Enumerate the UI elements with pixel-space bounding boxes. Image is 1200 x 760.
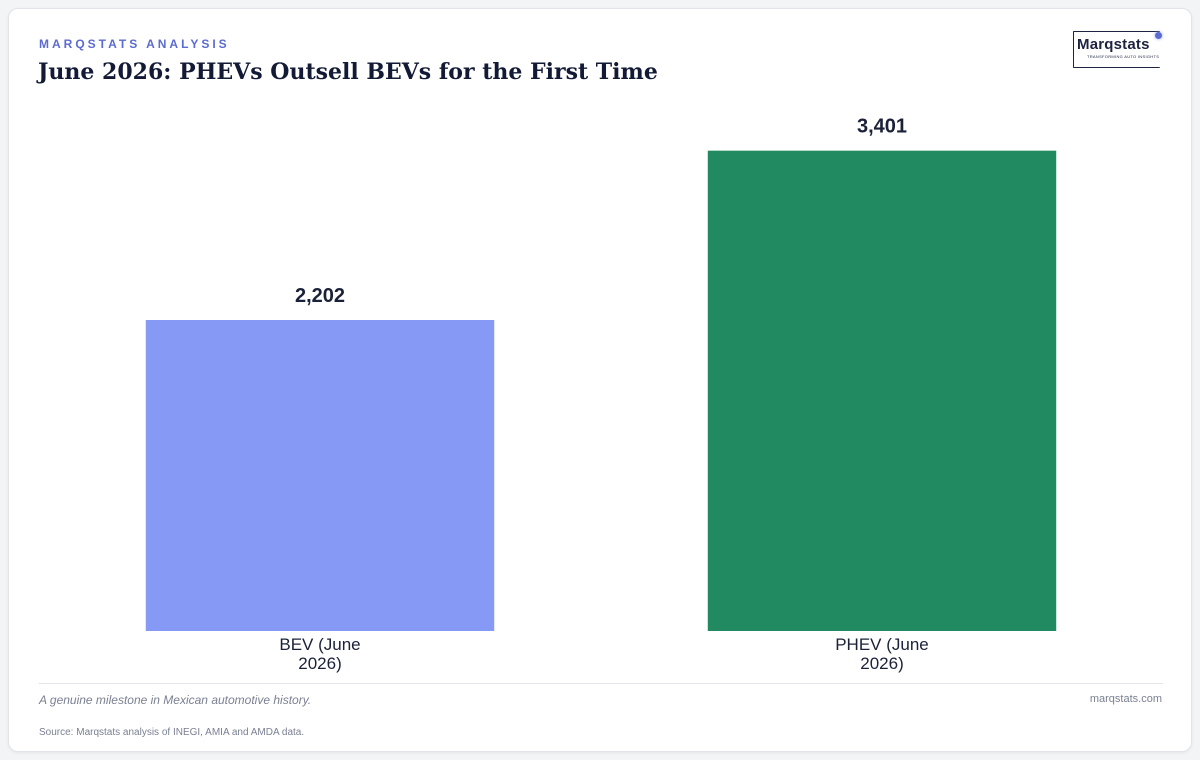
chart-card: MARQSTATS ANALYSIS June 2026: PHEVs Outs… xyxy=(8,8,1192,752)
bar-0 xyxy=(145,320,495,631)
bar-1 xyxy=(707,150,1057,631)
footer-note: A genuine milestone in Mexican automotiv… xyxy=(39,693,312,707)
category-tick-label-1-1: 2026) xyxy=(860,654,903,673)
logo-tagline: TRANSFORMING AUTO INSIGHTS xyxy=(1087,54,1160,59)
bar-value-label-1: 3,401 xyxy=(857,116,907,138)
kicker-label: MARQSTATS ANALYSIS xyxy=(39,37,230,51)
category-tick-label-0-0: BEV (June xyxy=(279,635,360,654)
logo-dot-icon xyxy=(1155,32,1162,39)
footer-site-link[interactable]: marqstats.com xyxy=(1089,693,1162,705)
marqstats-logo: Marqstats TRANSFORMING AUTO INSIGHTS xyxy=(1073,31,1163,69)
category-tick-label-0-1: 2026) xyxy=(298,654,341,673)
footer-divider xyxy=(39,683,1163,684)
category-tick-label-1-0: PHEV (June xyxy=(835,635,929,654)
logo-wordmark: Marqstats xyxy=(1077,36,1150,53)
chart-title: June 2026: PHEVs Outsell BEVs for the Fi… xyxy=(38,59,658,85)
bar-value-label-0: 2,202 xyxy=(295,285,345,307)
source-note: Source: Marqstats analysis of INEGI, AMI… xyxy=(39,727,305,738)
logo-frame xyxy=(1073,31,1160,68)
